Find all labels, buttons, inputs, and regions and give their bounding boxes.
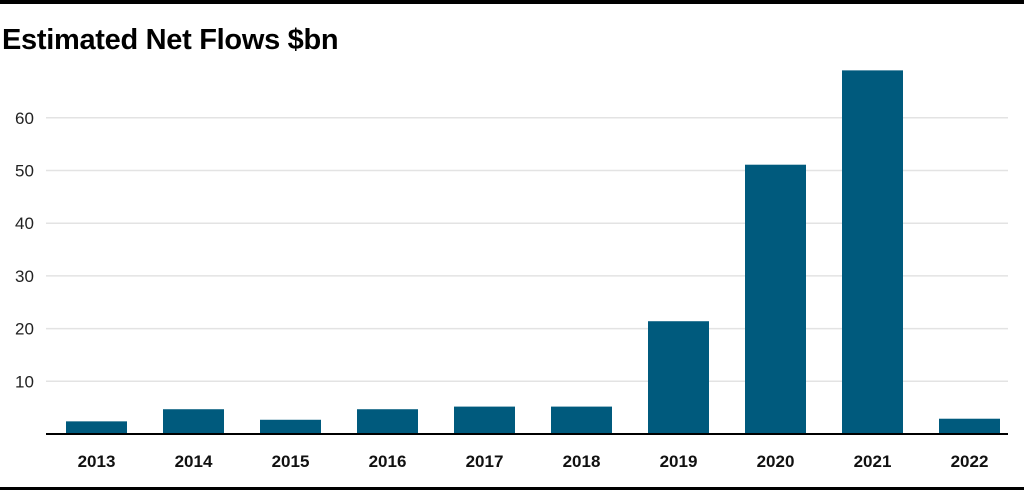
- y-tick-label: 40: [15, 214, 34, 233]
- bar-2021: [842, 70, 903, 435]
- x-tick-label: 2019: [660, 452, 698, 471]
- bar-2020: [745, 164, 806, 434]
- y-tick-label: 50: [15, 162, 34, 181]
- x-tick-label: 2021: [854, 452, 892, 471]
- y-tick-label: 20: [15, 320, 34, 339]
- x-axis-ticks: 2013 2014 2015 2016 2017 2018 2019 2020 2021 2022: [78, 452, 989, 471]
- chart-title: Estimated Net Flows $bn: [2, 24, 339, 56]
- bar-2018: [551, 406, 612, 434]
- bar-2016: [357, 409, 418, 434]
- x-tick-label: 2013: [78, 452, 116, 471]
- bar-2022: [939, 418, 1000, 434]
- y-axis-ticks: 10 20 30 40 50 60: [15, 109, 34, 391]
- bar-2015: [260, 419, 321, 434]
- x-tick-label: 2016: [369, 452, 407, 471]
- bar-2013: [66, 421, 127, 434]
- bar-2019: [648, 321, 709, 434]
- x-tick-label: 2020: [757, 452, 795, 471]
- bar-2017: [454, 406, 515, 434]
- bars: [66, 70, 1000, 435]
- x-tick-label: 2014: [175, 452, 213, 471]
- x-tick-label: 2017: [466, 452, 504, 471]
- x-tick-label: 2015: [272, 452, 310, 471]
- y-tick-label: 10: [15, 372, 34, 391]
- y-tick-label: 30: [15, 267, 34, 286]
- bar-2014: [163, 409, 224, 434]
- x-tick-label: 2022: [951, 452, 989, 471]
- y-tick-label: 60: [15, 109, 34, 128]
- x-tick-label: 2018: [563, 452, 601, 471]
